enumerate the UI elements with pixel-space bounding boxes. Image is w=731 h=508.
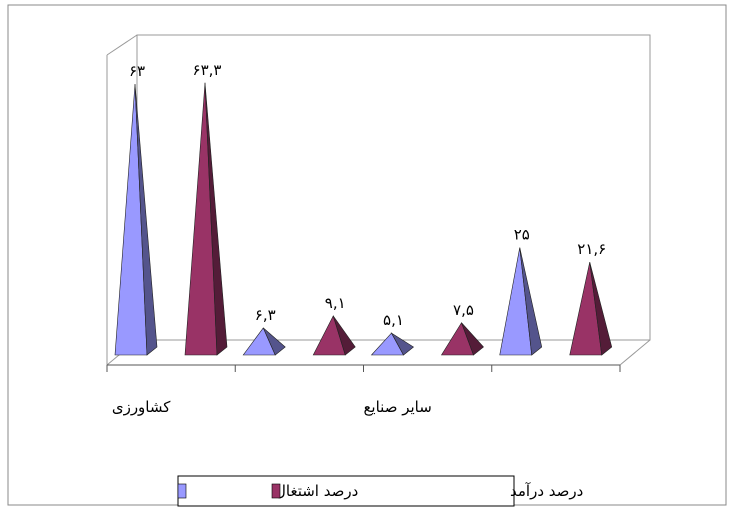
x-tick-label: کشاورزی (112, 398, 171, 416)
pyramid (242, 327, 286, 356)
data-label: ۹,۱ (325, 294, 346, 312)
pyramid-face (134, 84, 158, 356)
legend-swatch (177, 483, 187, 499)
wall-edge (619, 339, 651, 366)
pyramid-face (390, 332, 415, 356)
data-label: ۷,۵ (453, 301, 474, 319)
data-label: ۵,۱ (383, 311, 404, 329)
pyramid-face (519, 247, 543, 356)
legend-label: درصد اشتغال (275, 482, 358, 500)
chart-border (7, 4, 727, 506)
pyramid (114, 84, 158, 356)
pyramid (440, 322, 484, 356)
pyramid (499, 247, 543, 356)
data-label: ۲۱,۶ (577, 240, 606, 258)
pyramid-face (204, 82, 228, 356)
pyramid (569, 262, 613, 356)
pyramid-face (262, 327, 286, 356)
legend-label: درصد درآمد (510, 482, 583, 500)
data-label: ۶,۳ (255, 306, 276, 324)
legend-swatch (271, 483, 281, 499)
pyramid-face (332, 315, 356, 356)
x-tick-label: سایر صنایع (363, 398, 431, 416)
pyramid-face (461, 322, 484, 356)
legend (177, 475, 515, 507)
pyramid-face (589, 262, 613, 356)
pyramid (312, 315, 356, 356)
pyramid (184, 82, 228, 356)
data-label: ۶۳,۳ (193, 61, 222, 79)
data-label: ۲۵ (514, 226, 530, 244)
data-label: ۶۳ (129, 62, 145, 80)
wall-edge (106, 34, 138, 56)
pyramid (370, 332, 415, 356)
